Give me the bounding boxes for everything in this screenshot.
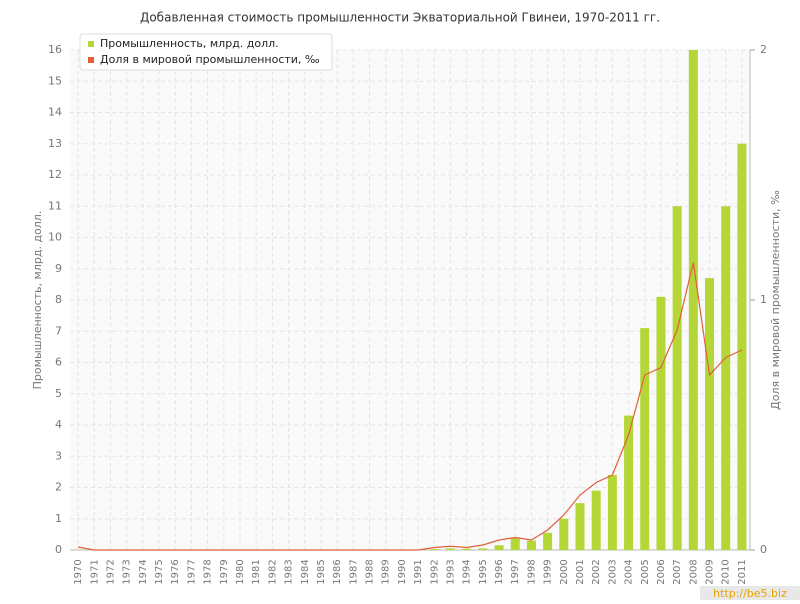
x-tick-label: 1988 bbox=[365, 559, 376, 584]
x-tick-label: 2009 bbox=[705, 559, 716, 584]
x-tick-label: 1974 bbox=[138, 559, 149, 584]
watermark: http://be5.biz bbox=[713, 587, 787, 600]
y-tick-label: 2 bbox=[55, 481, 62, 494]
y-tick-label: 5 bbox=[55, 387, 62, 400]
x-tick-label: 1977 bbox=[186, 559, 197, 584]
y-tick-label: 8 bbox=[55, 293, 62, 306]
bar bbox=[495, 545, 504, 550]
bar bbox=[608, 475, 617, 550]
bar bbox=[640, 328, 649, 550]
x-tick-label: 1972 bbox=[105, 559, 116, 584]
x-tick-label: 1989 bbox=[381, 559, 392, 584]
y-tick-label: 6 bbox=[55, 356, 62, 369]
legend-label: Промышленность, млрд. долл. bbox=[100, 37, 279, 50]
x-tick-label: 2000 bbox=[559, 559, 570, 584]
bar bbox=[673, 206, 682, 550]
x-tick-label: 2002 bbox=[591, 559, 602, 584]
bar bbox=[689, 50, 698, 550]
bar bbox=[576, 503, 585, 550]
x-tick-label: 2004 bbox=[624, 559, 635, 584]
x-tick-label: 1971 bbox=[89, 559, 100, 584]
y2-tick-label: 0 bbox=[760, 543, 767, 556]
y-tick-label: 3 bbox=[55, 449, 62, 462]
bar bbox=[527, 541, 536, 550]
chart-title: Добавленная стоимость промышленности Экв… bbox=[140, 11, 660, 25]
bar bbox=[705, 278, 714, 550]
y2-axis-title: Доля в мировой промышленности, ‰ bbox=[769, 190, 782, 410]
x-tick-label: 1994 bbox=[462, 559, 473, 584]
x-tick-label: 1986 bbox=[332, 559, 343, 584]
bar bbox=[446, 548, 455, 550]
x-tick-label: 1984 bbox=[300, 559, 311, 584]
y-tick-label: 9 bbox=[55, 262, 62, 275]
x-tick-label: 1973 bbox=[122, 559, 133, 584]
x-tick-label: 2005 bbox=[640, 559, 651, 584]
bar bbox=[430, 549, 439, 550]
x-tick-label: 1980 bbox=[235, 559, 246, 584]
x-tick-label: 2010 bbox=[721, 559, 732, 584]
y2-tick-label: 1 bbox=[760, 293, 767, 306]
x-tick-label: 2007 bbox=[672, 559, 683, 584]
y-tick-label: 10 bbox=[48, 231, 62, 244]
bar bbox=[543, 533, 552, 550]
y-tick-label: 14 bbox=[48, 106, 62, 119]
x-tick-label: 1983 bbox=[284, 559, 295, 584]
bar bbox=[656, 297, 665, 550]
x-tick-label: 2003 bbox=[607, 559, 618, 584]
x-tick-label: 1996 bbox=[494, 559, 505, 584]
y-axis-title: Промышленность, млрд. долл. bbox=[31, 211, 44, 390]
x-tick-label: 1976 bbox=[170, 559, 181, 584]
bar bbox=[478, 548, 487, 550]
y-tick-label: 1 bbox=[55, 512, 62, 525]
y-tick-label: 15 bbox=[48, 74, 62, 87]
x-tick-label: 1982 bbox=[267, 559, 278, 584]
x-tick-label: 2011 bbox=[737, 559, 748, 584]
x-tick-label: 1995 bbox=[478, 559, 489, 584]
legend-swatch bbox=[88, 57, 94, 63]
x-tick-label: 1998 bbox=[526, 559, 537, 584]
x-tick-label: 2001 bbox=[575, 559, 586, 584]
bar bbox=[737, 144, 746, 550]
y2-tick-label: 2 bbox=[760, 43, 767, 56]
y-tick-label: 11 bbox=[48, 199, 62, 212]
bar bbox=[511, 538, 520, 551]
x-tick-label: 1970 bbox=[73, 559, 84, 584]
x-tick-label: 1981 bbox=[251, 559, 262, 584]
x-tick-label: 1991 bbox=[413, 559, 424, 584]
x-tick-label: 1997 bbox=[510, 559, 521, 584]
x-tick-label: 1985 bbox=[316, 559, 327, 584]
bar bbox=[592, 491, 601, 550]
x-tick-label: 2006 bbox=[656, 559, 667, 584]
bar bbox=[721, 206, 730, 550]
x-tick-label: 1979 bbox=[219, 559, 230, 584]
bar bbox=[559, 519, 568, 550]
y-tick-label: 13 bbox=[48, 137, 62, 150]
x-tick-label: 1987 bbox=[348, 559, 359, 584]
x-tick-label: 1999 bbox=[543, 559, 554, 584]
x-tick-label: 2008 bbox=[688, 559, 699, 584]
x-tick-label: 1992 bbox=[429, 559, 440, 584]
legend-swatch bbox=[88, 41, 94, 47]
x-tick-label: 1978 bbox=[203, 559, 214, 584]
y-tick-label: 0 bbox=[55, 543, 62, 556]
legend-label: Доля в мировой промышленности, ‰ bbox=[100, 53, 320, 66]
x-tick-label: 1990 bbox=[397, 559, 408, 584]
x-tick-label: 1993 bbox=[445, 559, 456, 584]
y-tick-label: 16 bbox=[48, 43, 62, 56]
y-tick-label: 7 bbox=[55, 324, 62, 337]
x-tick-label: 1975 bbox=[154, 559, 165, 584]
y-tick-label: 12 bbox=[48, 168, 62, 181]
bar bbox=[462, 549, 471, 550]
y-tick-label: 4 bbox=[55, 418, 62, 431]
